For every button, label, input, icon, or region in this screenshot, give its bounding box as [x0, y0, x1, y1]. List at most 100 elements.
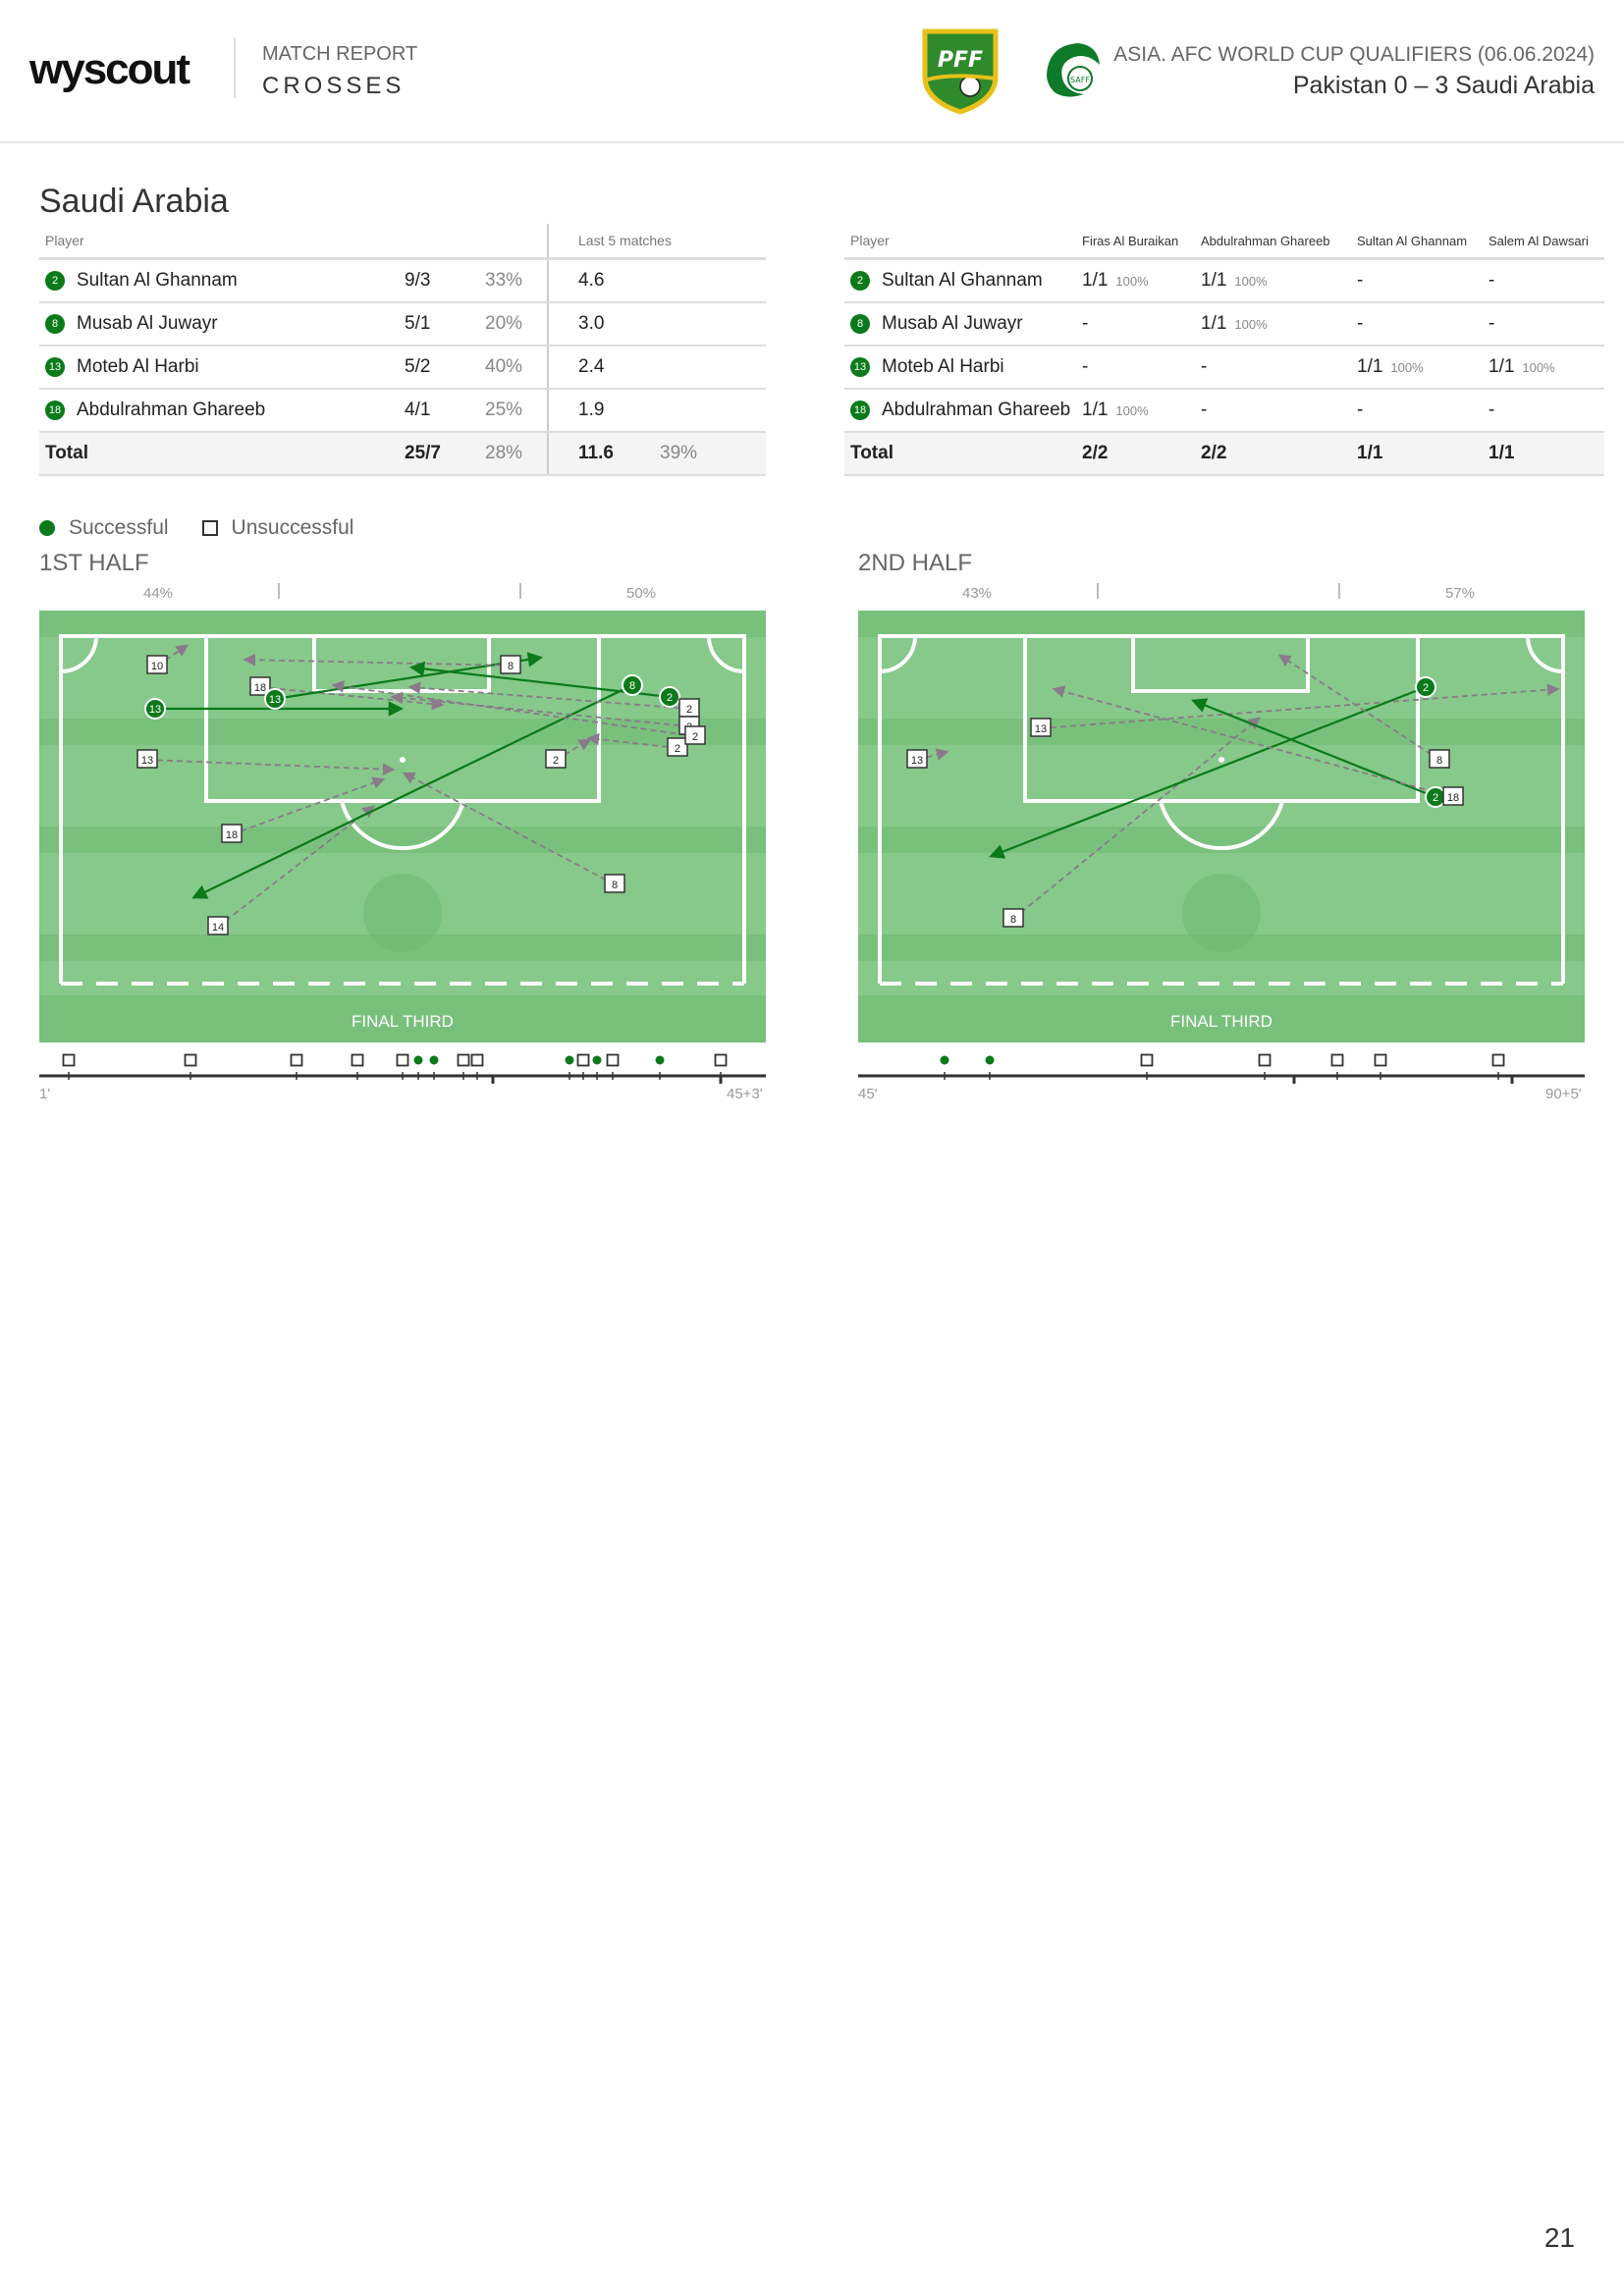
receiver-cell: - — [1351, 302, 1483, 346]
cross-player-number: 2 — [1433, 792, 1438, 804]
total-label: Total — [39, 432, 399, 475]
cell-value: - — [1357, 270, 1363, 291]
cell-pct: 100% — [1115, 274, 1148, 289]
timeline-success-marker — [414, 1056, 423, 1065]
timeline-2nd-half — [858, 1046, 1585, 1086]
total-cell: 2/2 — [1076, 432, 1195, 475]
player-number-badge: 8 — [850, 314, 870, 334]
pitch-stripe — [858, 611, 1585, 637]
pct-right-2: 57% — [1445, 585, 1475, 602]
col-receiver: Sultan Al Ghannam — [1351, 224, 1483, 259]
team-title: Saudi Arabia — [39, 183, 229, 221]
cell-value: 1/1 — [1082, 270, 1108, 291]
timeline-fail-marker — [1260, 1055, 1271, 1066]
table-row: 8 Musab Al Juwayr -1/1 100% - - — [844, 302, 1604, 346]
receiver-cell: 1/1 100% — [1076, 259, 1195, 303]
receiver-cell: - — [1195, 389, 1351, 432]
timeline-fail-marker — [352, 1055, 363, 1066]
player-number-badge: 13 — [45, 357, 65, 377]
col-player: Player — [39, 224, 399, 259]
penalty-spot — [1218, 757, 1224, 763]
competition-label: ASIA. AFC WORLD CUP QUALIFIERS (06.06.20… — [1084, 43, 1595, 67]
watermark-crest-icon — [363, 874, 442, 952]
player-cell: 8 Musab Al Juwayr — [844, 302, 1076, 346]
timeline-fail-marker — [292, 1055, 302, 1066]
cross-player-number: 18 — [254, 682, 266, 694]
player-cell: 2 Sultan Al Ghannam — [844, 259, 1076, 303]
last5-cell: 1.9 — [548, 389, 654, 432]
successful-marker-icon — [39, 520, 55, 536]
last5-pct-cell — [654, 389, 766, 432]
cell-value: - — [1357, 313, 1363, 334]
crosses-cell: 4/1 — [399, 389, 479, 432]
report-header: wyscout MATCH REPORT CROSSES PFF SAFF AS… — [0, 0, 1624, 143]
cross-player-number: 8 — [1436, 755, 1442, 767]
table-row: 13 Moteb Al Harbi - -1/1 100% 1/1 100% — [844, 346, 1604, 389]
timeline-success-marker — [986, 1056, 995, 1065]
cell-value: - — [1357, 400, 1363, 420]
accuracy-cell: 40% — [479, 346, 548, 389]
table-row: 13 Moteb Al Harbi 5/2 40% 2.4 — [39, 346, 766, 389]
page-number: 21 — [1544, 2222, 1575, 2254]
timeline-fail-marker — [1376, 1055, 1386, 1066]
col-player: Player — [844, 224, 1076, 259]
cross-player-number: 18 — [1447, 792, 1459, 804]
timeline-fail-marker — [608, 1055, 619, 1066]
total-cell: 1/1 — [1351, 432, 1483, 475]
table-row: 8 Musab Al Juwayr 5/1 20% 3.0 — [39, 302, 766, 346]
crosses-cell: 9/3 — [399, 259, 479, 303]
timeline-fail-marker — [64, 1055, 75, 1066]
last5-cell: 4.6 — [548, 259, 654, 303]
cell-value: - — [1201, 356, 1207, 377]
timeline-fail-marker — [186, 1055, 196, 1066]
pitch-1st-half: FINAL THIRD10181313131814888222222 — [39, 611, 766, 1042]
zone-tick — [1097, 583, 1099, 599]
zone-tick — [278, 583, 280, 599]
total-accuracy: 28% — [479, 432, 548, 475]
player-number-badge: 2 — [850, 271, 870, 291]
table-header-row: Player Firas Al Buraikan Abdulrahman Ghar… — [844, 224, 1604, 259]
crosses-cell: 5/2 — [399, 346, 479, 389]
receiver-cell: - — [1483, 259, 1604, 303]
receiver-cell: - — [1483, 302, 1604, 346]
last5-pct-cell — [654, 259, 766, 303]
timeline-fail-marker — [716, 1055, 727, 1066]
player-name: Musab Al Juwayr — [77, 313, 218, 334]
time-end-2: 90+5' — [1545, 1086, 1582, 1102]
total-row: Total 25/7 28% 11.6 39% — [39, 432, 766, 475]
cross-player-number: 13 — [1035, 723, 1047, 735]
pct-left-2: 43% — [962, 585, 992, 602]
cell-pct: 100% — [1390, 360, 1423, 375]
total-label: Total — [844, 432, 1076, 475]
table-header-row: Player Last 5 matches — [39, 224, 766, 259]
player-cell: 18 Abdulrahman Ghareeb — [39, 389, 399, 432]
cell-pct: 100% — [1115, 403, 1148, 418]
total-cell: 1/1 — [1483, 432, 1604, 475]
cell-value: - — [1489, 270, 1494, 291]
cell-value: 1/1 — [1082, 400, 1108, 420]
cross-player-number: 18 — [226, 829, 238, 841]
cross-player-number: 2 — [667, 692, 673, 704]
accuracy-cell: 25% — [479, 389, 548, 432]
cross-player-number: 13 — [911, 755, 923, 767]
col-last5: Last 5 matches — [548, 224, 766, 259]
cross-player-number: 13 — [141, 755, 153, 767]
timeline-success-marker — [593, 1056, 602, 1065]
cell-value: 1/1 — [1201, 270, 1226, 291]
player-cell: 13 Moteb Al Harbi — [844, 346, 1076, 389]
cross-player-number: 13 — [269, 694, 281, 706]
timeline-fail-marker — [1142, 1055, 1153, 1066]
cross-player-number: 2 — [553, 755, 559, 767]
pct-left-1: 44% — [143, 585, 173, 602]
cell-value: 1/1 — [1357, 356, 1382, 377]
report-title: CROSSES — [262, 73, 405, 100]
timeline-success-marker — [941, 1056, 949, 1065]
cell-pct: 100% — [1234, 317, 1267, 332]
pitch-stripe — [858, 719, 1585, 745]
watermark-crest-icon — [1182, 874, 1261, 952]
table-row: 18 Abdulrahman Ghareeb 1/1 100% - - - — [844, 389, 1604, 432]
time-start-2: 45' — [858, 1086, 878, 1102]
cross-player-number: 14 — [212, 922, 224, 934]
cell-value: - — [1201, 400, 1207, 420]
legend-unsuccessful: Unsuccessful — [232, 516, 354, 540]
